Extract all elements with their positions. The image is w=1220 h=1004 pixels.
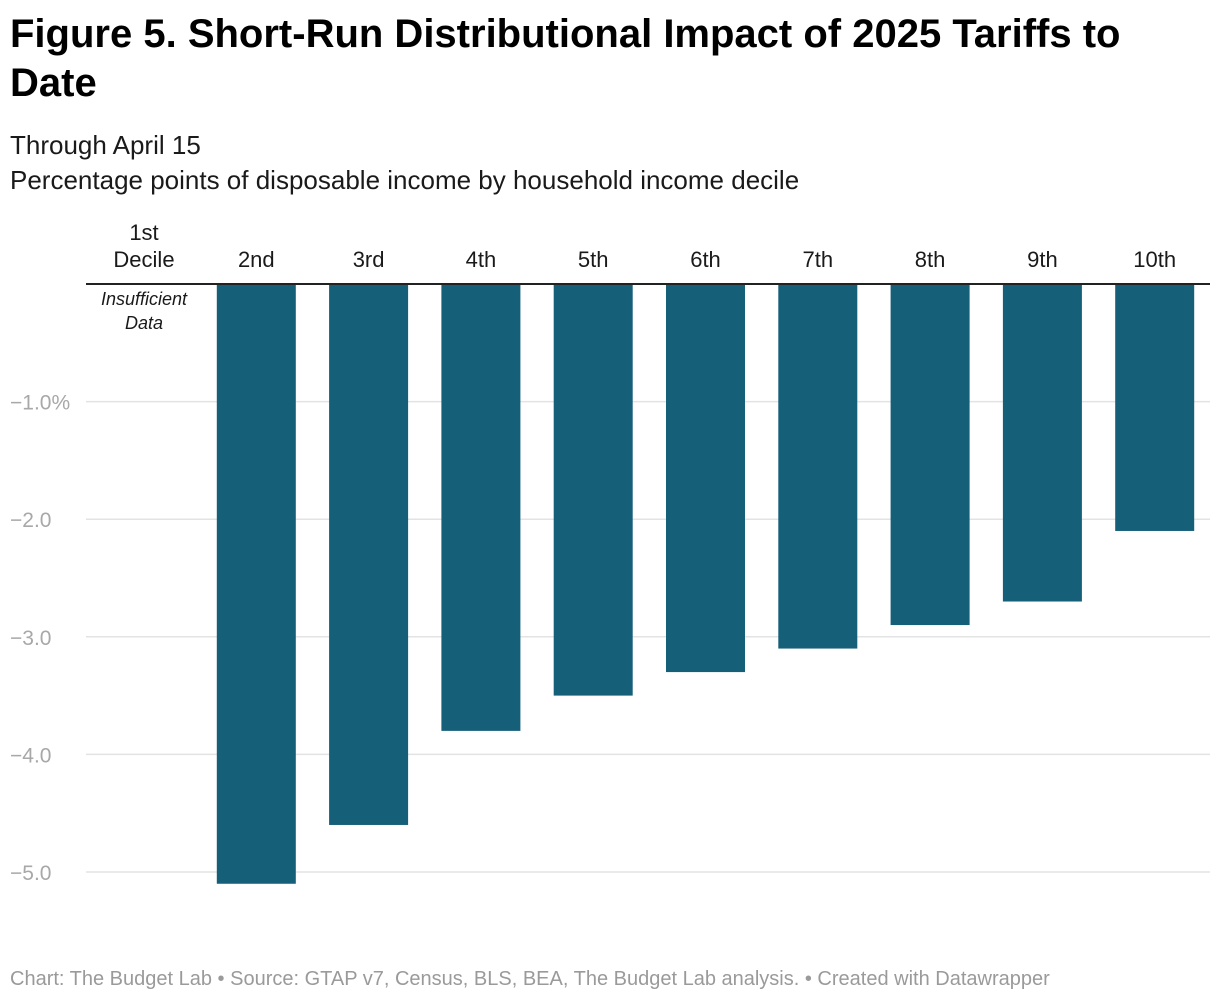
- category-label: Decile: [113, 247, 174, 272]
- category-label: 9th: [1027, 247, 1058, 272]
- annotations: Insufficient Data: [101, 289, 188, 333]
- annotation-text: Insufficient: [101, 289, 188, 309]
- chart-subtitle-units: Percentage points of disposable income b…: [10, 165, 800, 195]
- chart-footer: Chart: The Budget Lab • Source: GTAP v7,…: [10, 968, 1050, 990]
- category-label: 10th: [1133, 247, 1176, 272]
- category-label: 7th: [803, 247, 834, 272]
- chart-title: Figure 5. Short-Run Distributional Impac…: [10, 12, 1121, 105]
- category-label: 1st: [129, 220, 158, 245]
- bar: [1002, 284, 1082, 602]
- bar: [890, 284, 970, 626]
- bar: [778, 284, 858, 649]
- y-tick-label: −5.0: [10, 862, 51, 885]
- bar: [553, 284, 633, 696]
- y-axis-tick-labels: −1.0% −2.0 −3.0 −4.0 −5.0: [10, 392, 70, 885]
- category-label: 5th: [578, 247, 609, 272]
- bar: [1115, 284, 1195, 531]
- category-label: 8th: [915, 247, 946, 272]
- bar: [216, 284, 296, 884]
- bar: [666, 284, 745, 673]
- y-tick-label: −2.0: [10, 509, 51, 532]
- chart-subtitle-date: Through April 15: [10, 130, 201, 160]
- y-tick-label: −1.0%: [10, 392, 70, 415]
- category-label: 6th: [690, 247, 721, 272]
- annotation-text: Data: [125, 313, 163, 333]
- bar: [441, 284, 521, 731]
- y-tick-label: −4.0: [10, 744, 51, 767]
- category-label: 4th: [466, 247, 497, 272]
- category-label: 3rd: [353, 247, 385, 272]
- y-tick-label: −3.0: [10, 627, 51, 650]
- bar: [329, 284, 409, 825]
- bars: [216, 284, 1195, 884]
- category-label: 2nd: [238, 247, 275, 272]
